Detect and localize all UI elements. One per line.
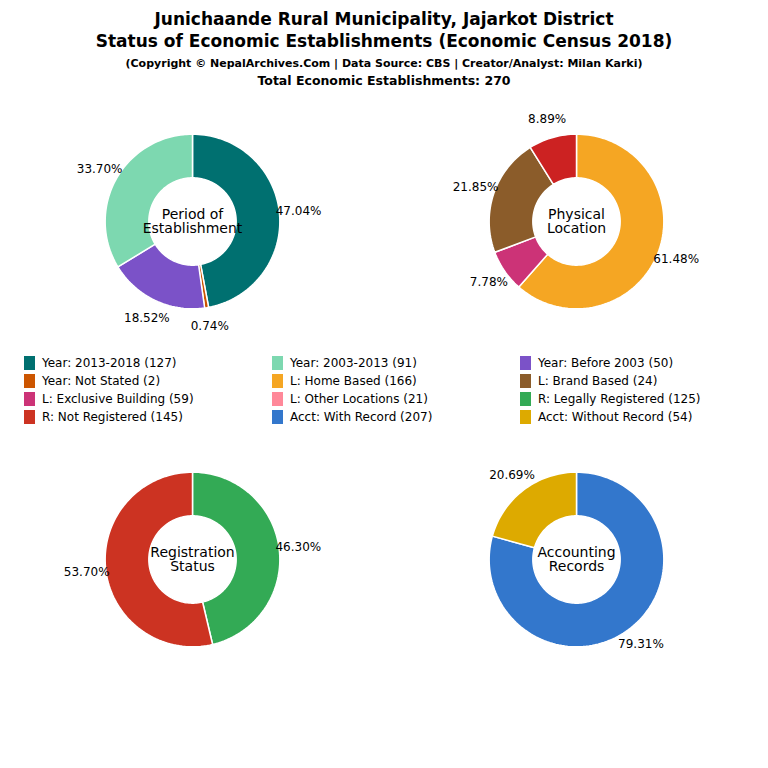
html-text:L: Other Locations (21): L: Other Locations (21) — [290, 392, 428, 406]
svg-text:7.78%: 7.78% — [470, 275, 508, 289]
svg-text:47.04%: 47.04% — [276, 204, 322, 218]
svg-text:21.85%: 21.85% — [453, 180, 499, 194]
svg-text:Period ofEstablishment: Period ofEstablishment — [143, 206, 243, 236]
html-text:R: Not Registered (145): R: Not Registered (145) — [42, 410, 183, 424]
svg-text:AccountingRecords: AccountingRecords — [537, 544, 615, 574]
svg-text:18.52%: 18.52% — [124, 311, 170, 325]
html-text:R: Legally Registered (125): R: Legally Registered (125) — [538, 392, 701, 406]
html-text:L: Exclusive Building (59): L: Exclusive Building (59) — [42, 392, 194, 406]
html-text:L: Brand Based (24): L: Brand Based (24) — [538, 374, 658, 388]
html-text:Acct: With Record (207): Acct: With Record (207) — [290, 410, 433, 424]
html-text:Status of Economic Establishme: Status of Economic Establishments (Econo… — [95, 31, 673, 51]
html-text:L: Home Based (166): L: Home Based (166) — [290, 374, 417, 388]
html-text:Year: Before 2003 (50): Year: Before 2003 (50) — [538, 356, 674, 370]
svg-text:20.69%: 20.69% — [489, 468, 535, 482]
svg-text:61.48%: 61.48% — [653, 252, 699, 266]
svg-text:33.70%: 33.70% — [77, 162, 123, 176]
html-text:Year: 2003-2013 (91): Year: 2003-2013 (91) — [290, 356, 417, 370]
svg-text:79.31%: 79.31% — [618, 637, 664, 651]
svg-text:53.70%: 53.70% — [64, 565, 110, 579]
svg-text:0.74%: 0.74% — [191, 319, 229, 333]
html-text:Junichaande Rural Municipality: Junichaande Rural Municipality, Jajarkot… — [154, 9, 614, 29]
html-text:Year: 2013-2018 (127): Year: 2013-2018 (127) — [42, 356, 177, 370]
html-text:Acct: Without Record (54): Acct: Without Record (54) — [538, 410, 693, 424]
html-text:Total Economic Establishments:: Total Economic Establishments: 270 — [257, 73, 511, 88]
svg-text:RegistrationStatus: RegistrationStatus — [150, 544, 234, 574]
svg-text:PhysicalLocation: PhysicalLocation — [547, 206, 606, 236]
svg-text:46.30%: 46.30% — [275, 540, 321, 554]
svg-text:8.89%: 8.89% — [528, 112, 566, 126]
html-text:Year: Not Stated (2): Year: Not Stated (2) — [42, 374, 161, 388]
html-text:(Copyright © NepalArchives.Com: (Copyright © NepalArchives.Com | Data So… — [125, 57, 643, 70]
